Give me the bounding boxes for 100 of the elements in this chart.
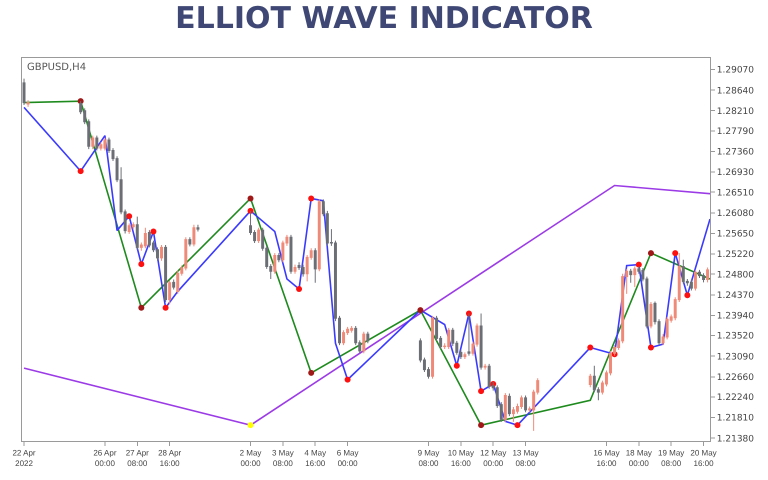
point	[648, 250, 654, 256]
candlestick	[702, 272, 706, 283]
y-tick-label: 1.23520	[716, 332, 754, 342]
y-tick-label: 1.23090	[716, 352, 754, 362]
x-tick-label: 28 Apr 16:00	[158, 448, 182, 468]
candlestick	[148, 230, 151, 248]
candlestick	[314, 248, 317, 284]
candlestick	[257, 227, 260, 244]
point	[138, 304, 144, 311]
point	[417, 307, 424, 314]
x-tick-label: 6 May 00:00	[336, 448, 358, 468]
annotation: GBPUSD,H4	[27, 62, 86, 73]
point	[344, 376, 351, 383]
candlestick	[196, 224, 200, 232]
chart-title: ELLIOT WAVE INDICATOR	[175, 1, 593, 36]
candlestick	[188, 236, 192, 247]
candlestick	[694, 269, 697, 291]
candlestick	[508, 393, 511, 417]
candlestick	[633, 266, 636, 288]
candlestick	[192, 224, 196, 247]
candlestick	[277, 252, 280, 263]
point	[648, 344, 654, 351]
y-tick-label: 1.26510	[716, 188, 754, 198]
x-tick-label: 26 Apr 00:00	[93, 448, 117, 468]
candlestick	[22, 78, 26, 106]
point	[478, 422, 484, 428]
point	[478, 388, 484, 394]
y-tick-label: 1.27790	[716, 127, 754, 138]
point	[308, 195, 314, 202]
x-tick-label: 10 May 16:00	[448, 448, 474, 468]
point	[78, 168, 84, 174]
candlestick	[682, 259, 685, 284]
point	[248, 195, 254, 202]
point	[248, 422, 254, 428]
candlestick	[520, 394, 524, 410]
candlestick	[463, 352, 466, 360]
candlestick	[99, 142, 102, 152]
x-tick-label: 18 May 00:00	[626, 448, 652, 468]
x-tick-label: 20 May 16:00	[690, 448, 717, 468]
x-tick-label: 27 Apr 08:00	[126, 448, 150, 468]
x-tick-label: 12 May 00:00	[480, 448, 506, 468]
candlestick	[26, 100, 30, 108]
y-tick-label: 1.23940	[716, 312, 754, 322]
x-tick-label: 3 May 08:00	[272, 448, 294, 468]
y-tick-label: 1.21380	[716, 434, 754, 444]
candlestick	[136, 216, 139, 250]
candlestick	[706, 266, 710, 283]
candlestick	[132, 222, 135, 230]
x-tick-label: 16 May 16:00	[593, 448, 620, 468]
candlestick	[128, 222, 131, 234]
x-tick-label: 19 May 08:00	[658, 448, 684, 468]
x-tick-label: 9 May 08:00	[418, 448, 440, 468]
y-tick-label: 1.24800	[716, 270, 754, 280]
point	[150, 228, 156, 235]
candlestick	[690, 278, 693, 291]
point	[684, 292, 690, 298]
y-tick-label: 1.29070	[716, 66, 754, 76]
candlestick	[160, 244, 164, 262]
candlestick	[273, 252, 276, 274]
candlestick	[512, 406, 515, 422]
candlestick	[144, 227, 147, 249]
point	[126, 213, 132, 220]
x-tick-label: 22 Apr 2022	[12, 448, 36, 468]
candlestick	[91, 135, 94, 150]
candlestick	[164, 244, 168, 302]
candlestick	[294, 264, 297, 274]
candlestick	[342, 330, 346, 346]
y-tick-label: 1.27360	[716, 148, 754, 158]
y-tick-label: 1.26930	[716, 168, 754, 178]
y-tick-label: 1.21810	[716, 414, 754, 424]
point	[454, 362, 460, 369]
y-tick-label: 1.22240	[716, 393, 754, 404]
candlestick	[289, 234, 292, 274]
candlestick	[431, 315, 434, 380]
point	[514, 422, 520, 428]
candlestick	[350, 325, 354, 334]
y-tick-label: 1.24370	[716, 290, 754, 301]
y-tick-label: 1.25650	[716, 230, 754, 240]
y-tick-label: 1.22660	[716, 372, 754, 383]
x-tick-label: 13 May 08:00	[512, 448, 539, 468]
candlestick	[318, 198, 321, 272]
point	[672, 250, 678, 256]
point	[587, 344, 594, 351]
point	[308, 370, 314, 376]
candlestick	[649, 301, 652, 329]
candlestick	[168, 280, 172, 305]
point	[296, 286, 302, 292]
y-tick-label: 1.26080	[716, 208, 754, 219]
y-tick-label: 1.28640	[716, 86, 754, 96]
candlestick	[172, 278, 176, 290]
point	[636, 262, 642, 268]
candlestick	[103, 137, 106, 152]
candlestick	[504, 392, 507, 422]
candlestick	[447, 327, 450, 350]
candlestick	[484, 363, 487, 370]
candlestick	[95, 135, 98, 152]
candlestick	[524, 394, 528, 413]
candlestick	[588, 373, 592, 388]
candlestick	[698, 269, 701, 279]
candlestick	[366, 331, 370, 344]
